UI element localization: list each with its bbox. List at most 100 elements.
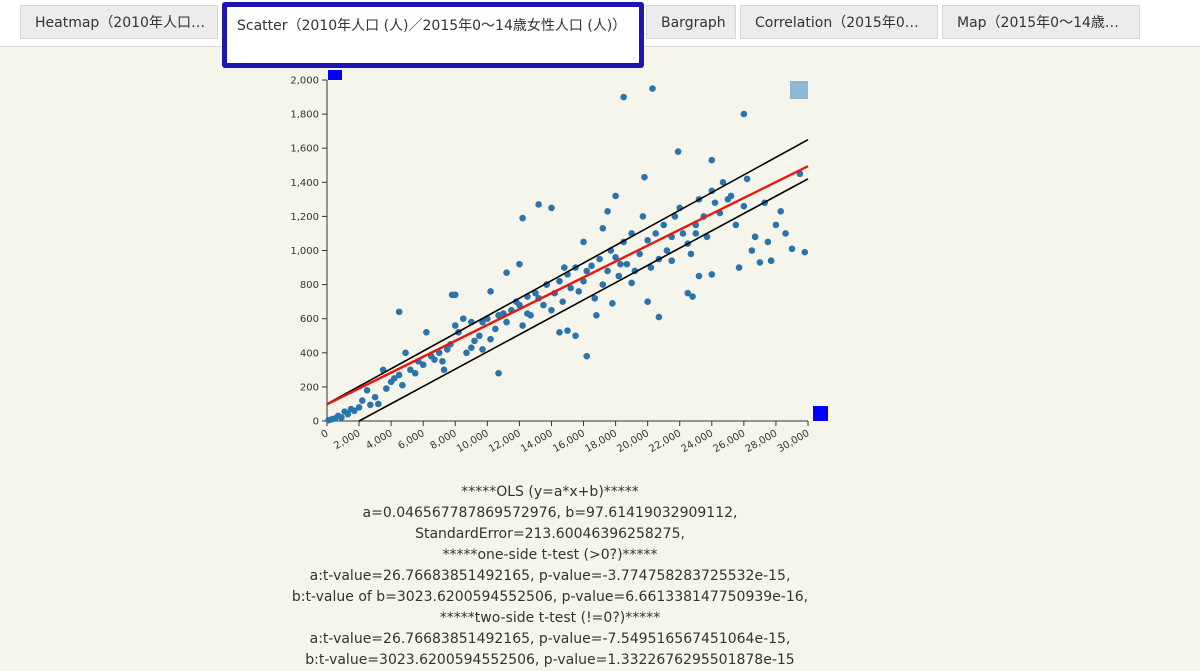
data-point xyxy=(476,332,483,340)
data-point xyxy=(358,397,366,404)
data-point xyxy=(604,207,611,215)
tab-scatter[interactable]: Scatter（2010年人口 (人)／2015年0～14歳女性人口 (人)） xyxy=(222,2,644,68)
data-point xyxy=(548,204,555,212)
stats-line: *****OLS (y=a*x+b)***** xyxy=(461,484,639,500)
data-point xyxy=(492,325,499,333)
data-point xyxy=(383,385,390,392)
y-tick-label: 1,000 xyxy=(290,246,319,257)
data-point xyxy=(689,293,696,300)
y-tick-label: 200 xyxy=(300,382,319,393)
y-tick-label: 0 xyxy=(313,417,319,428)
data-point xyxy=(644,236,651,244)
data-point xyxy=(692,230,700,237)
data-point xyxy=(495,369,502,377)
data-point xyxy=(532,289,539,297)
data-point xyxy=(641,173,648,181)
data-point xyxy=(684,289,692,297)
top-left-handle xyxy=(328,70,342,80)
data-point xyxy=(556,329,563,336)
data-point xyxy=(567,284,575,292)
x-tick-label: 12,000 xyxy=(487,428,523,455)
data-point xyxy=(583,267,591,275)
data-point xyxy=(391,375,398,382)
data-point xyxy=(448,291,456,299)
tab-heatmap[interactable]: Heatmap（2010年人口… xyxy=(20,5,218,39)
y-tick-label: 2,000 xyxy=(290,76,319,87)
data-point xyxy=(407,366,414,374)
data-point xyxy=(599,225,607,232)
x-tick-label: 4,000 xyxy=(364,428,394,452)
data-point xyxy=(740,110,748,118)
data-point xyxy=(559,298,566,305)
data-point xyxy=(431,356,438,363)
data-point xyxy=(743,175,751,183)
data-point xyxy=(711,199,719,207)
data-point xyxy=(439,358,446,365)
stats-line: *****one-side t-test (>0?)***** xyxy=(442,547,658,563)
data-point xyxy=(708,156,716,164)
data-point xyxy=(363,387,371,394)
data-point xyxy=(395,308,403,316)
x-tick-label: 10,000 xyxy=(455,428,491,455)
data-point xyxy=(451,322,459,329)
tab-map[interactable]: Map（2015年0～14歳… xyxy=(942,5,1140,39)
data-point xyxy=(468,344,475,351)
x-tick-label: 16,000 xyxy=(551,428,587,455)
data-point xyxy=(756,259,764,266)
data-point xyxy=(617,260,624,268)
data-point xyxy=(660,221,667,229)
data-point xyxy=(801,248,809,256)
data-point xyxy=(503,269,510,276)
x-tick-label: 30,000 xyxy=(776,428,812,455)
data-point xyxy=(649,85,656,92)
stats-line: a:t-value=26.76683851492165, p-value=-3.… xyxy=(309,568,791,584)
x-tick-label: 18,000 xyxy=(583,428,619,455)
data-point xyxy=(443,346,451,353)
data-point xyxy=(519,322,526,329)
data-point xyxy=(580,277,587,285)
data-point xyxy=(516,301,523,309)
data-point xyxy=(516,260,523,268)
data-point xyxy=(540,301,547,309)
stats-line: StandardError=213.60046396258275, xyxy=(415,526,685,542)
tab-bar: Heatmap（2010年人口… Scatter（2010年人口 (人)／201… xyxy=(0,0,1200,68)
data-point xyxy=(338,414,345,421)
data-point xyxy=(623,260,631,268)
data-point xyxy=(777,207,785,215)
regression-line xyxy=(326,165,809,406)
x-tick-label: 28,000 xyxy=(744,428,780,455)
data-point xyxy=(772,221,780,229)
data-point xyxy=(435,349,443,357)
tab-correlation[interactable]: Correlation（2015年0… xyxy=(740,5,938,39)
data-point xyxy=(612,254,619,261)
data-point xyxy=(580,238,587,246)
data-point xyxy=(572,332,579,340)
data-point xyxy=(604,267,611,275)
data-point xyxy=(564,327,571,334)
data-point xyxy=(615,272,623,280)
data-point xyxy=(463,349,470,357)
data-point xyxy=(575,288,583,295)
y-tick-label: 1,600 xyxy=(290,144,319,155)
data-point xyxy=(740,202,748,210)
data-point xyxy=(375,400,382,408)
x-tick-label: 22,000 xyxy=(647,428,683,455)
stats-line: a:t-value=26.76683851492165, p-value=-7.… xyxy=(309,631,791,647)
data-point xyxy=(644,298,651,305)
x-tick-label: 2,000 xyxy=(332,428,362,452)
tab-bargraph[interactable]: Bargraph xyxy=(646,5,736,39)
x-tick-label: 24,000 xyxy=(679,428,715,455)
data-point xyxy=(609,300,616,307)
bottom-right-handle xyxy=(813,406,828,421)
data-point xyxy=(419,361,427,369)
stats-line: a=0.046567787869572976, b=97.61419032909… xyxy=(362,505,738,521)
data-point xyxy=(735,264,743,271)
data-point xyxy=(411,369,419,377)
ols-statistics: *****OLS (y=a*x+b)***** a=0.046567787869… xyxy=(250,482,850,671)
data-point xyxy=(655,313,663,321)
y-tick-label: 1,800 xyxy=(290,110,319,121)
data-point xyxy=(748,247,756,254)
data-point xyxy=(371,393,379,401)
data-point xyxy=(599,281,607,288)
scatter-chart: 0 200 400 600 800 1,000 1,200 1,400 1,600 1,800 2,… xyxy=(290,70,828,455)
